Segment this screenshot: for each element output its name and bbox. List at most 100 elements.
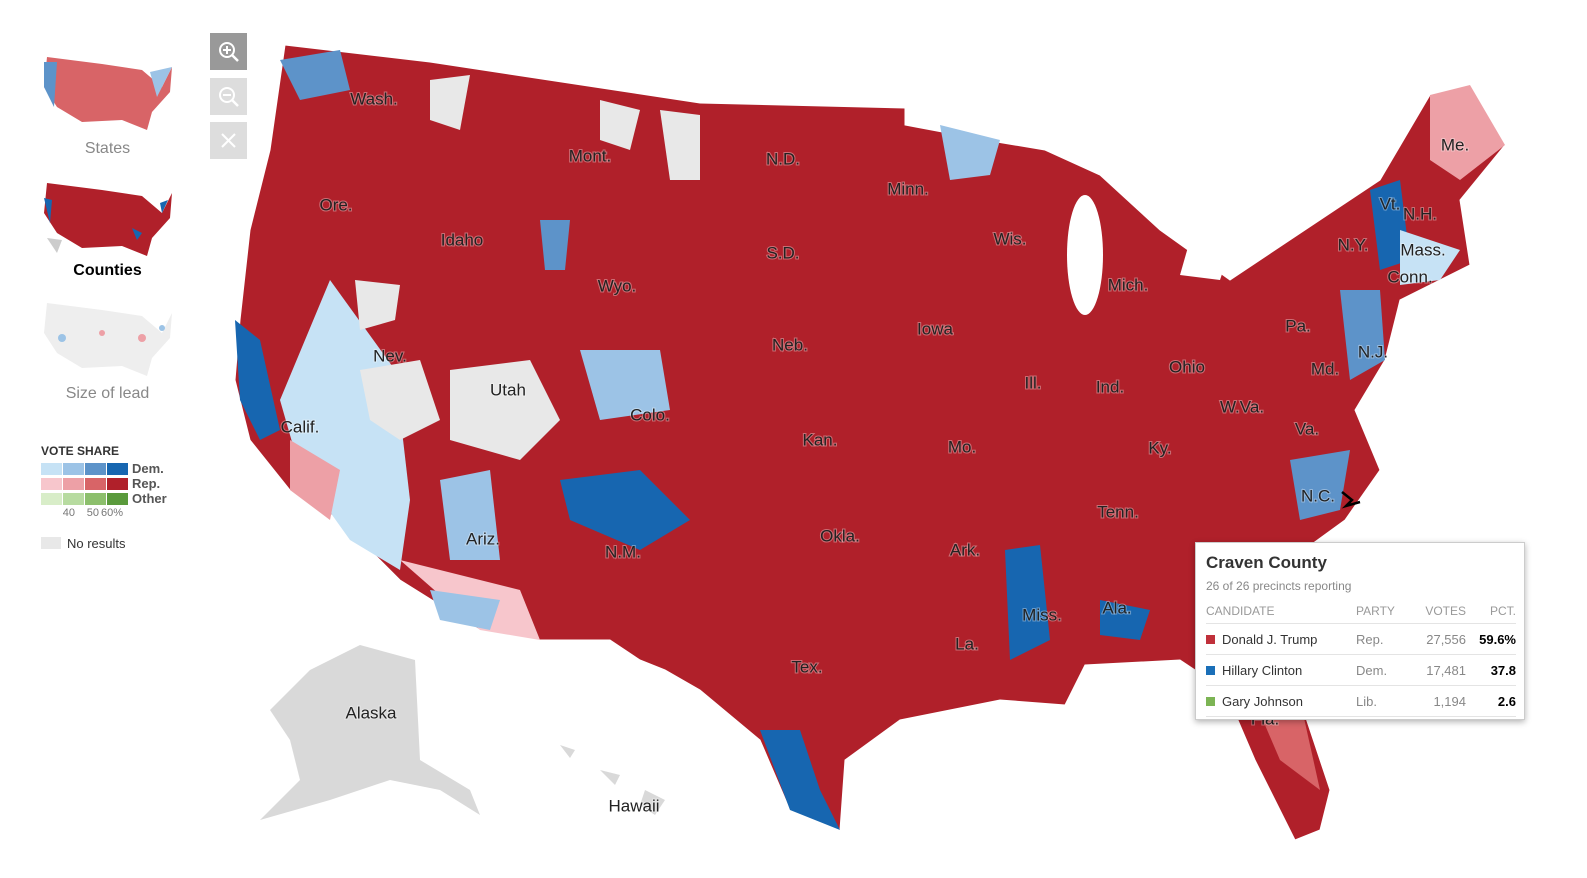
column-header: CANDIDATE (1206, 599, 1356, 624)
cell-text: 2.6 (1497, 693, 1516, 709)
state-label: Okla. (820, 526, 860, 545)
party-swatch (1206, 665, 1215, 675)
state-label: Conn. (1387, 267, 1432, 286)
state-label: Pa. (1285, 316, 1311, 335)
legend-label: Other (132, 491, 167, 506)
cell-text: 27,556 (1426, 631, 1466, 647)
legend: Dem. Rep. Other (41, 461, 167, 506)
state-label: Miss. (1022, 605, 1062, 624)
cell: Gary Johnson (1206, 685, 1356, 717)
column-header: PARTY (1356, 599, 1406, 624)
cursor (1341, 491, 1361, 509)
alaska (260, 645, 480, 820)
state-label: N.M. (605, 542, 641, 561)
cell-text: Dem. (1356, 662, 1388, 678)
state-label: Md. (1311, 359, 1339, 378)
state-label: Kan. (803, 430, 838, 449)
cell: 17,481 (1406, 654, 1466, 686)
state-label: Ore. (319, 195, 352, 214)
state-label: Minn. (887, 179, 929, 198)
cell-text: Rep. (1356, 631, 1384, 647)
legend-row: Other (41, 491, 167, 506)
legend-swatch (41, 477, 62, 490)
hawaii (560, 745, 665, 815)
scale-label: 60% (100, 507, 123, 519)
cell: Donald J. Trump (1206, 623, 1356, 655)
state-label: W.Va. (1220, 397, 1264, 416)
state-label: Tex. (791, 657, 822, 676)
zoom-out[interactable] (210, 78, 247, 115)
cell: 1,194 (1406, 685, 1466, 717)
state-label: Ill. (1025, 373, 1042, 392)
legend-swatch (85, 477, 106, 490)
legend-swatch (85, 462, 106, 475)
state-label: Hawaii (608, 796, 659, 815)
legend-title: VOTE SHARE (41, 444, 120, 458)
party-swatch (1206, 634, 1215, 644)
legend-swatch (107, 462, 128, 475)
candidate-row: Hillary Clinton Dem. 17,481 37.8 (1206, 654, 1516, 686)
state-label: Wyo. (598, 276, 637, 295)
no-results-label: No results (67, 536, 126, 551)
cell: 27,556 (1406, 623, 1466, 655)
cell-text: 1,194 (1433, 693, 1466, 709)
tooltip-title: Craven County (1206, 553, 1327, 572)
view-label: Size of lead (65, 385, 150, 402)
cell-text: Gary Johnson (1222, 693, 1303, 709)
state-label: Ky. (1148, 438, 1171, 457)
state-label: Nev. (373, 346, 407, 365)
view-label: Counties (73, 262, 142, 279)
cell-text: 37.8 (1490, 662, 1516, 678)
legend-row: Dem. (41, 461, 167, 476)
cell: Dem. (1356, 654, 1406, 686)
cell: Rep. (1356, 623, 1406, 655)
cell-text: 17,481 (1426, 662, 1466, 678)
column-header: VOTES (1406, 599, 1466, 624)
party-swatch (1206, 696, 1215, 706)
candidate-row: Gary Johnson Lib. 1,194 2.6 (1206, 685, 1516, 717)
state-label: Mich. (1108, 275, 1149, 294)
state-label: Colo. (630, 405, 670, 424)
state-label: Mass. (1400, 240, 1445, 259)
state-label: Wash. (350, 89, 398, 108)
no-results-swatch (41, 537, 61, 549)
legend-swatch (41, 462, 62, 475)
scale-label: 40 (62, 507, 75, 519)
state-label: La. (955, 634, 979, 653)
reset[interactable] (210, 122, 247, 159)
state-label: Idaho (441, 230, 484, 249)
state-label: Mont. (569, 146, 612, 165)
legend-swatch (63, 462, 84, 475)
state-label: N.Y. (1338, 235, 1369, 254)
state-label: Alaska (345, 703, 397, 722)
state-label: Ark. (950, 540, 980, 559)
state-label: Me. (1441, 135, 1469, 154)
state-label: Mo. (948, 437, 976, 456)
state-label: Neb. (772, 335, 808, 354)
state-label: N.D. (766, 149, 800, 168)
view-label: States (84, 140, 131, 157)
us-outline (234, 44, 1506, 841)
state-label: Ind. (1096, 377, 1124, 396)
state-label: Wis. (993, 229, 1026, 248)
state-label: Ala. (1102, 598, 1131, 617)
cell: Hillary Clinton (1206, 654, 1356, 686)
cell-text: Lib. (1356, 693, 1377, 709)
legend-swatch (107, 492, 128, 505)
county-patches (235, 50, 1505, 830)
cell-text: Donald J. Trump (1222, 631, 1318, 647)
thumb-size (44, 303, 172, 376)
tooltip-subtitle: 26 of 26 precincts reporting (1206, 579, 1352, 593)
legend-row: Rep. (41, 476, 167, 491)
cell: 37.8 (1466, 654, 1516, 686)
state-label: Ariz. (466, 529, 500, 548)
legend-label: Dem. (132, 461, 164, 476)
legend-label: Rep. (132, 476, 161, 491)
zoom-in[interactable] (210, 33, 247, 70)
state-label: N.C. (1301, 486, 1335, 505)
state-label: Va. (1295, 419, 1319, 438)
state-label: N.J. (1358, 342, 1388, 361)
legend-swatch (107, 477, 128, 490)
